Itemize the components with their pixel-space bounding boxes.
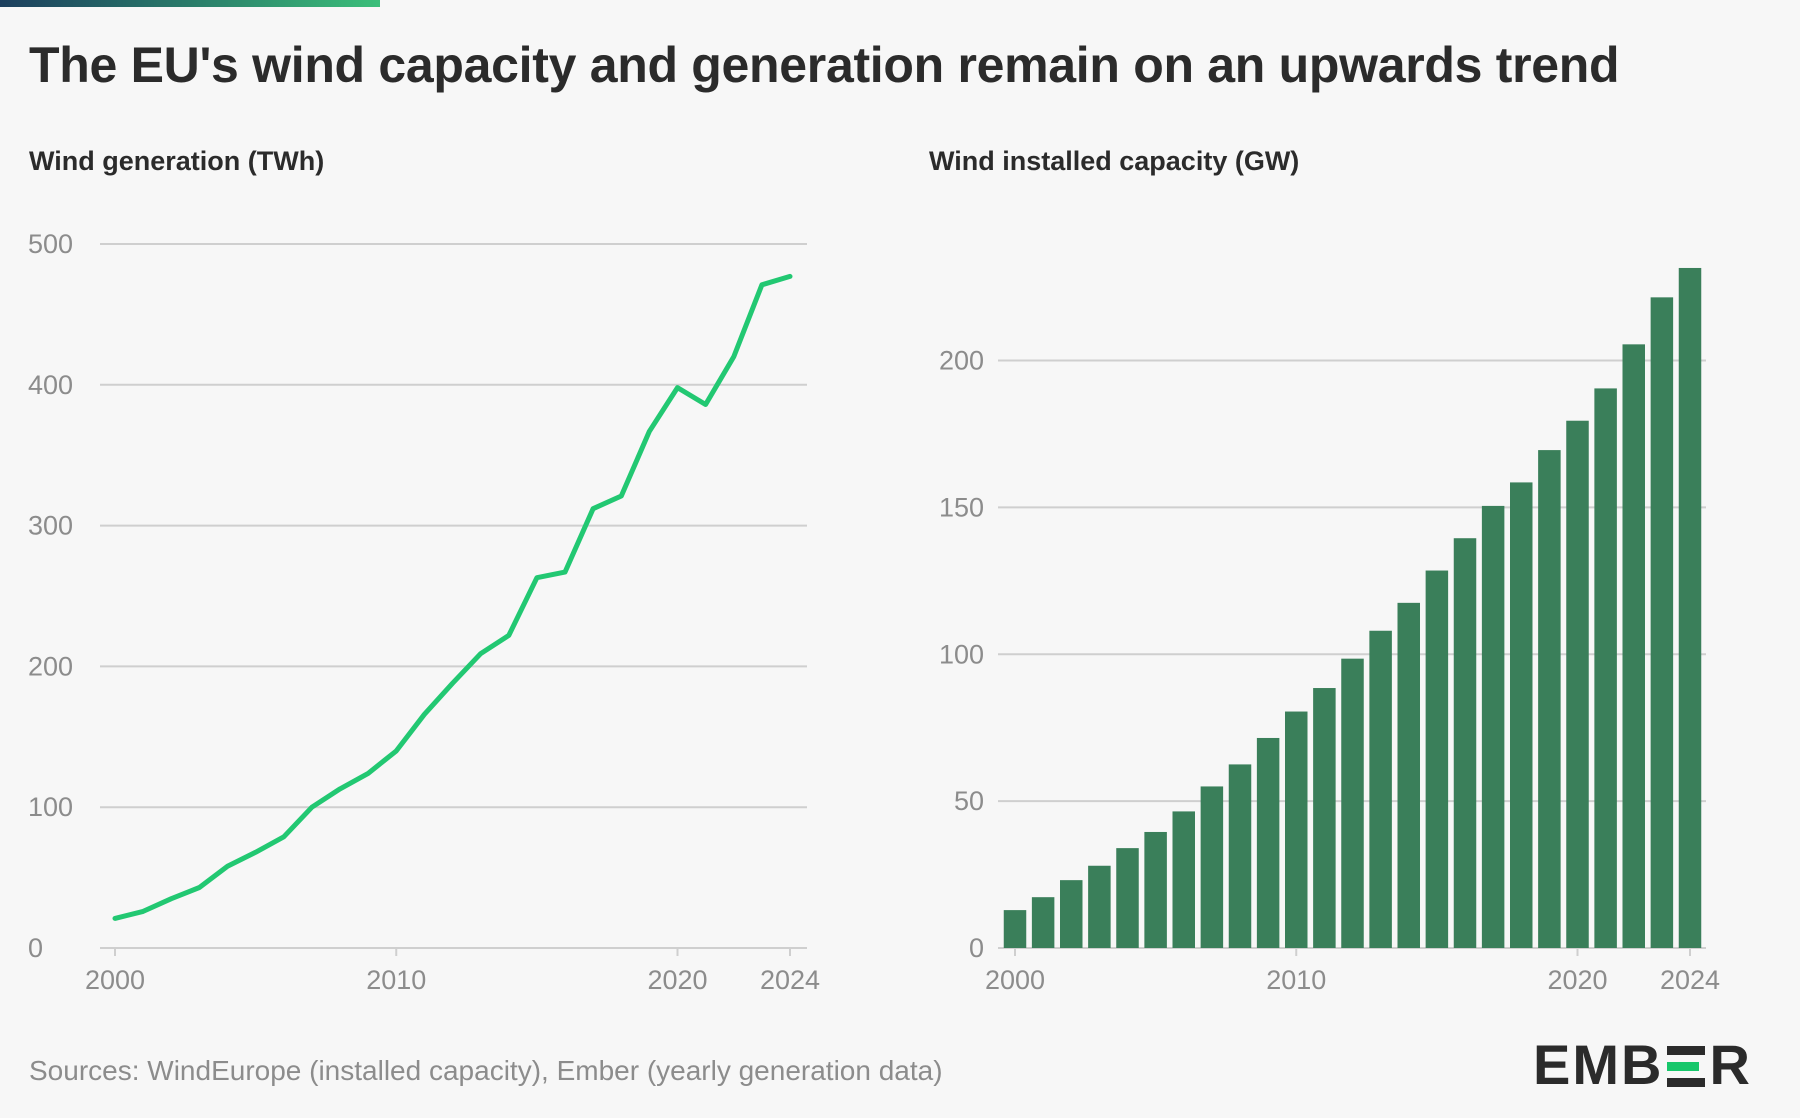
cap-x-tick-label: 2010	[1266, 965, 1326, 995]
capacity-bar	[1003, 910, 1027, 948]
cap-x-tick-label: 2000	[985, 965, 1045, 995]
capacity-bar	[1453, 538, 1477, 948]
capacity-bar	[1622, 344, 1645, 948]
cap-y-tick-label: 150	[939, 492, 984, 522]
gen-x-tick-label: 2024	[760, 965, 820, 995]
gen-y-tick-label: 200	[28, 651, 73, 681]
gen-x-tick-label: 2000	[85, 965, 145, 995]
gen-y-tick-label: 500	[28, 229, 73, 259]
capacity-bar	[1397, 602, 1420, 948]
cap-y-tick-label: 100	[939, 639, 984, 669]
capacity-bar	[1144, 831, 1167, 948]
capacity-bar	[1228, 764, 1252, 948]
capacity-bar	[1088, 865, 1111, 948]
capacity-bar	[1313, 688, 1336, 948]
capacity-bar	[1172, 811, 1195, 948]
cap-x-tick-label: 2024	[1660, 965, 1720, 995]
generation-chart-title: Wind generation (TWh)	[29, 146, 324, 176]
gen-y-tick-label: 0	[28, 933, 43, 963]
cap-y-tick-label: 50	[954, 786, 984, 816]
generation-chart: Wind generation (TWh) 0 100 200 300 400 500 2…	[28, 146, 820, 995]
gen-x-tick-label: 2020	[647, 965, 707, 995]
capacity-bar	[1256, 737, 1280, 948]
capacity-bar	[1285, 711, 1308, 948]
capacity-bar	[1566, 420, 1589, 948]
capacity-bar	[1678, 267, 1702, 948]
generation-line	[112, 273, 793, 921]
capacity-bar	[1650, 297, 1674, 948]
capacity-bar	[1200, 786, 1224, 948]
capacity-bar	[1481, 505, 1505, 948]
logo-text-right: R	[1709, 1033, 1752, 1096]
capacity-bar	[1425, 570, 1449, 948]
logo-e-mark	[1667, 1044, 1706, 1087]
capacity-bar	[1369, 630, 1392, 948]
gen-x-tick-label: 2010	[366, 965, 426, 995]
capacity-chart: Wind installed capacity (GW) 0 50 100 150 20…	[929, 146, 1720, 995]
source-note: Sources: WindEurope (installed capacity)…	[29, 1055, 943, 1086]
cap-y-tick-label: 0	[969, 933, 984, 963]
gen-y-tick-label: 400	[28, 370, 73, 400]
ember-logo: EMB R	[1533, 1032, 1752, 1097]
capacity-bar	[1510, 482, 1533, 948]
capacity-bar	[1116, 848, 1139, 948]
page-title: The EU's wind capacity and generation re…	[29, 37, 1620, 93]
top-accent-bar	[0, 0, 380, 7]
logo-text-left: EMB	[1533, 1033, 1664, 1096]
gen-y-tick-label: 300	[28, 511, 73, 541]
cap-y-tick-label: 200	[939, 346, 984, 376]
capacity-bar	[1031, 897, 1055, 948]
capacity-chart-title: Wind installed capacity (GW)	[929, 146, 1299, 176]
capacity-bar	[1341, 658, 1364, 948]
capacity-bar	[1538, 450, 1561, 948]
capacity-bar	[1594, 388, 1617, 948]
cap-x-tick-label: 2020	[1547, 965, 1607, 995]
capacity-bar	[1060, 880, 1083, 948]
gen-y-tick-label: 100	[28, 792, 73, 822]
